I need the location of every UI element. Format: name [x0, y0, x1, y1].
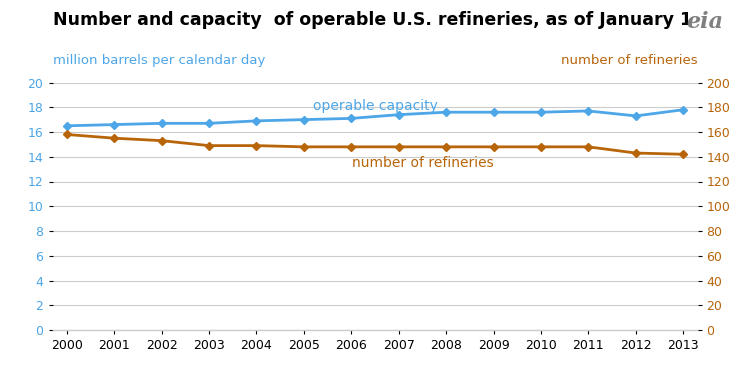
- Text: number of refineries: number of refineries: [561, 54, 698, 68]
- Text: operable capacity: operable capacity: [313, 99, 437, 113]
- Text: Number and capacity  of operable U.S. refineries, as of January 1: Number and capacity of operable U.S. ref…: [53, 11, 692, 29]
- Text: number of refineries: number of refineries: [352, 156, 494, 170]
- Text: million barrels per calendar day: million barrels per calendar day: [53, 54, 265, 68]
- Text: eia: eia: [687, 11, 724, 33]
